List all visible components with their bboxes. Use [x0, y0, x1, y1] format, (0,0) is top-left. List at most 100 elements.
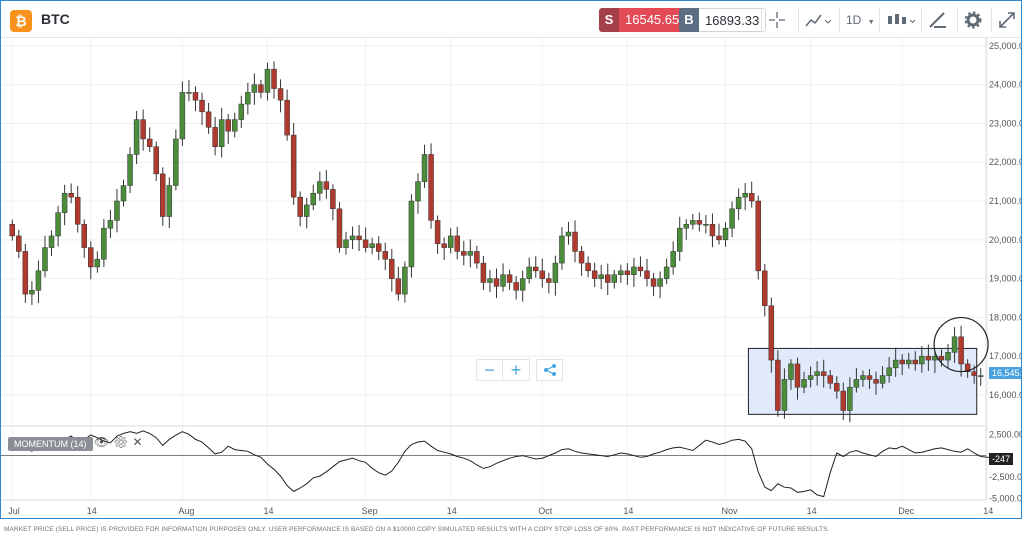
y-axis-label: 21,000.00: [989, 196, 1021, 206]
candle: [42, 247, 48, 272]
candle: [330, 189, 336, 210]
candle: [55, 212, 61, 237]
candle: [781, 379, 788, 411]
price-chart[interactable]: 25,000.00 24,000.00 23,000.00 22,000.00 21,0…: [1, 38, 1021, 518]
candle: [434, 220, 441, 244]
settings-button[interactable]: [957, 8, 989, 32]
candle: [68, 193, 74, 198]
candle: [317, 181, 323, 194]
candle: [290, 134, 297, 198]
momentum-axis-label: -2,500.00: [989, 472, 1021, 482]
candle: [951, 336, 958, 353]
candle: [827, 375, 833, 384]
share-button[interactable]: [536, 359, 563, 381]
momentum-axis-label: -5,000.00: [989, 493, 1021, 503]
candle: [212, 127, 218, 147]
candle: [605, 274, 611, 283]
candle: [513, 282, 519, 291]
candle: [349, 235, 356, 241]
candle: [245, 92, 251, 105]
candle: [454, 235, 460, 252]
candle: [205, 111, 212, 128]
chevron-down-icon: ▼: [867, 19, 875, 26]
candle: [565, 231, 572, 237]
candle: [284, 99, 290, 136]
momentum-axis-label: 2,500.00: [989, 429, 1021, 439]
candle: [925, 355, 932, 361]
buy-price-button[interactable]: B 16893.33: [679, 8, 767, 32]
candle: [807, 375, 814, 380]
candle: [886, 367, 892, 376]
candle: [402, 266, 408, 295]
candle: [539, 270, 546, 279]
candle: [559, 235, 565, 264]
candle: [22, 251, 29, 295]
zoom-out-button[interactable]: −: [476, 359, 503, 381]
candle: [899, 359, 905, 365]
candle: [853, 379, 860, 388]
y-axis-label: 22,000.00: [989, 157, 1021, 167]
candle: [375, 243, 382, 252]
candle: [74, 196, 81, 225]
candle: [742, 193, 748, 198]
candle: [428, 154, 434, 221]
crosshair-icon: [769, 12, 785, 28]
candle: [29, 289, 35, 295]
gear-icon[interactable]: ⚙: [113, 435, 133, 449]
y-axis-label: 24,000.00: [989, 80, 1021, 90]
candle: [624, 270, 631, 275]
candle: [500, 274, 506, 287]
candle: [303, 204, 310, 217]
candle: [16, 235, 22, 252]
candle: [644, 270, 650, 279]
candle: [323, 181, 330, 190]
drawing-tools-button[interactable]: [921, 8, 957, 32]
candle: [578, 251, 585, 264]
candle: [690, 220, 696, 225]
candle: [834, 383, 840, 392]
candle: [461, 251, 467, 256]
candle: [146, 138, 153, 147]
candle: [794, 363, 801, 388]
y-axis-label: 18,000.00: [989, 312, 1021, 322]
x-axis-label: 14: [447, 506, 457, 516]
candle: [552, 262, 559, 283]
candle: [140, 119, 146, 140]
candle: [225, 119, 231, 132]
momentum-indicator-label[interactable]: MOMENTUM (14): [8, 437, 93, 451]
candle: [748, 193, 755, 202]
candle: [873, 379, 879, 384]
candle: [637, 266, 644, 272]
candle: [493, 278, 500, 287]
candle: [271, 68, 277, 89]
zoom-in-button[interactable]: +: [503, 359, 530, 381]
candle: [395, 278, 402, 295]
candle: [186, 92, 192, 94]
timeframe-dropdown[interactable]: 1D ▼: [839, 8, 875, 32]
candle: [61, 193, 68, 213]
candle: [114, 200, 120, 221]
eye-icon[interactable]: 👁: [94, 435, 114, 449]
candle: [48, 235, 55, 248]
candle: [820, 371, 827, 376]
close-icon[interactable]: ✕: [132, 435, 147, 449]
current-price-tag: 16,545.67: [989, 367, 1021, 379]
crosshair-button[interactable]: [761, 8, 791, 32]
candle: [160, 173, 166, 217]
x-axis-label: Jul: [8, 506, 20, 516]
highlight-circle: [933, 316, 989, 373]
sell-price-button[interactable]: S 16545.65: [599, 8, 686, 32]
candles-button[interactable]: [879, 8, 917, 32]
chart-type-button[interactable]: [798, 8, 834, 32]
candle: [447, 235, 454, 248]
settings-gear-icon: [964, 11, 982, 29]
candle: [762, 270, 768, 307]
x-axis-label: Sep: [362, 506, 378, 516]
candle: [120, 185, 127, 202]
candle: [487, 278, 493, 283]
fullscreen-button[interactable]: [991, 8, 1021, 32]
candle: [964, 363, 971, 372]
candles-icon: [888, 14, 916, 24]
candle: [945, 352, 951, 361]
candle: [101, 227, 107, 260]
